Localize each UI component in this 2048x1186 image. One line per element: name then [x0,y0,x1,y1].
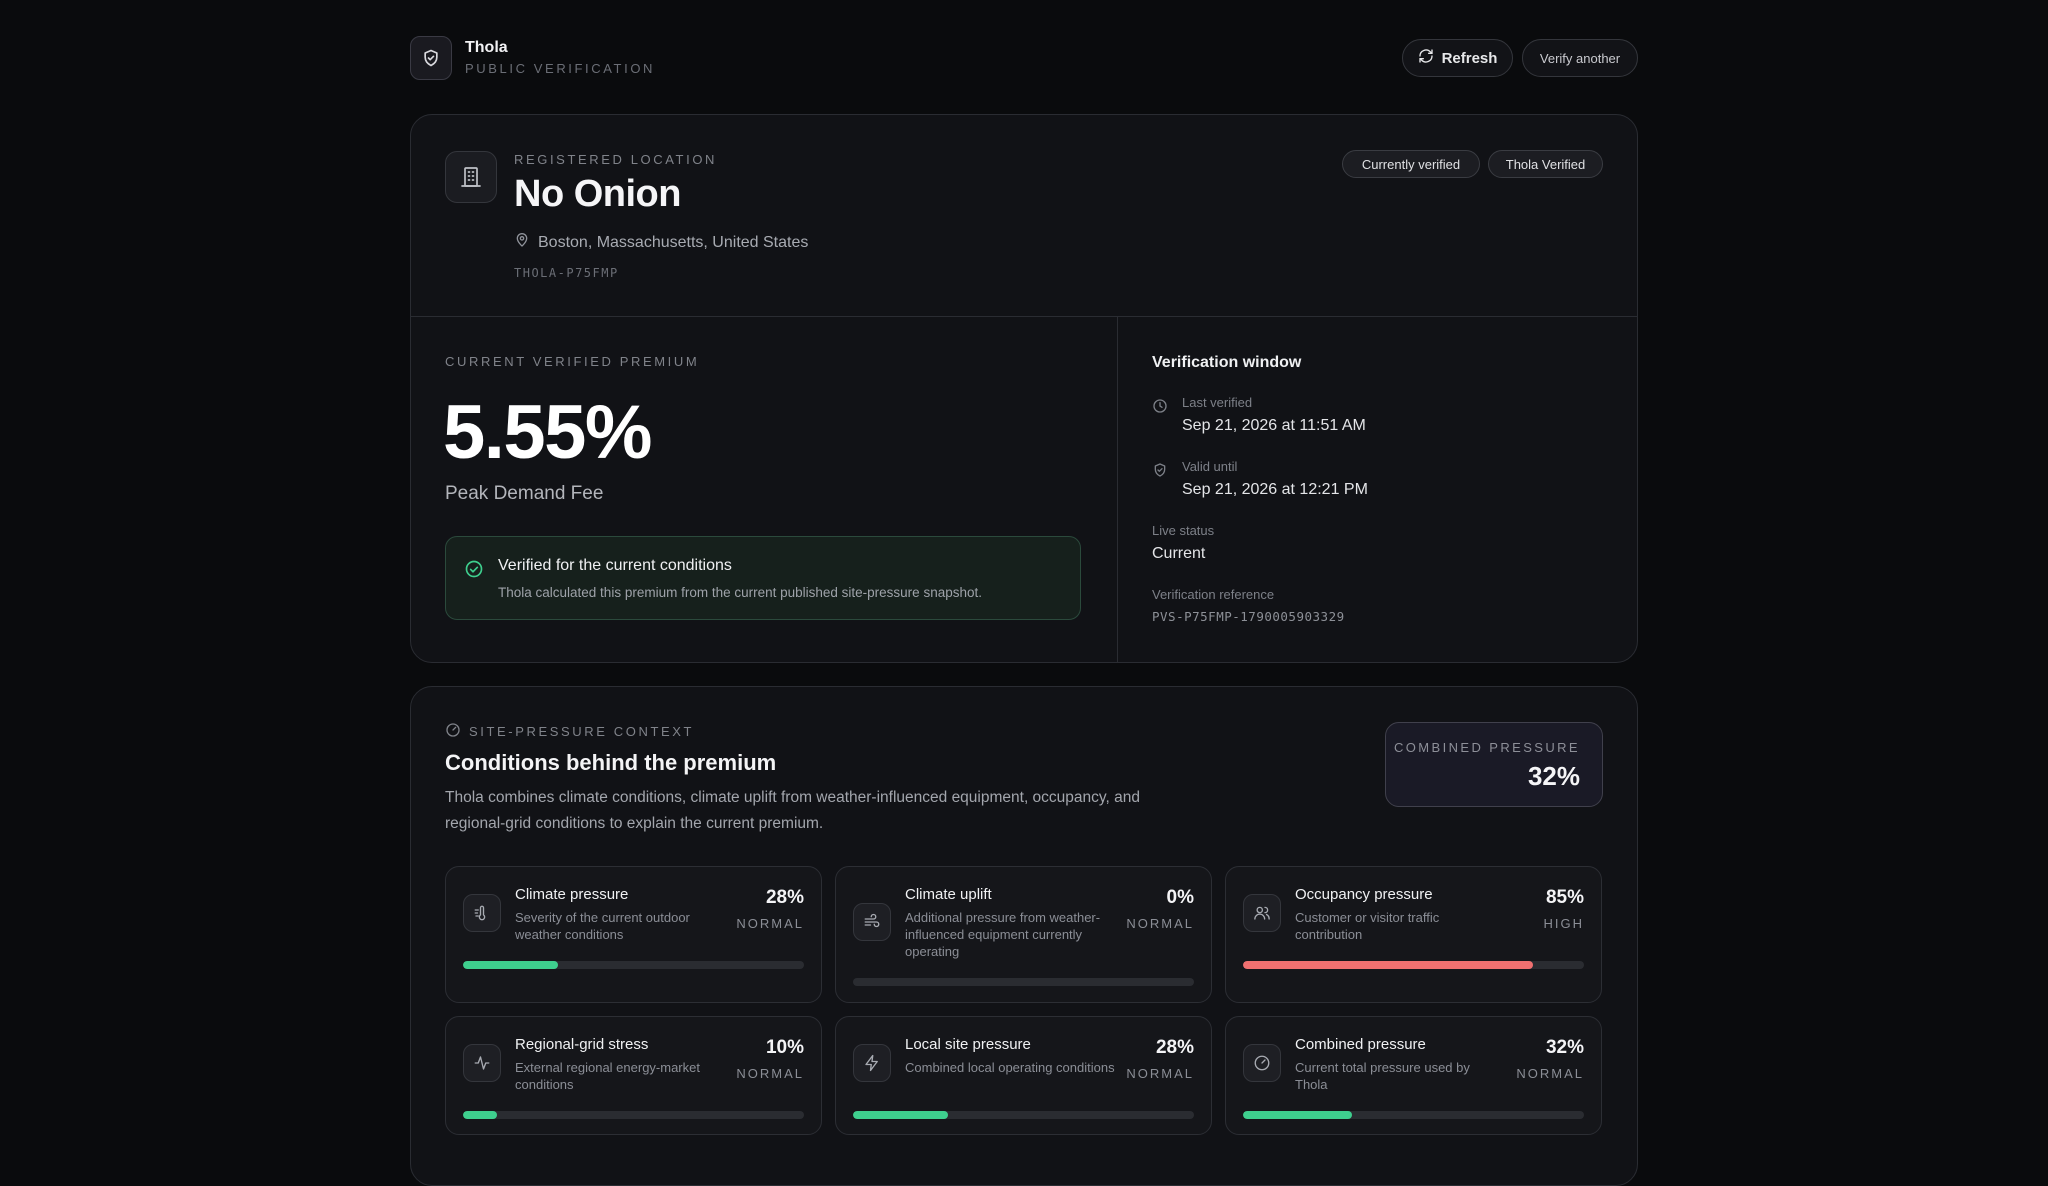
activity-icon [463,1044,501,1082]
last-verified-label: Last verified [1182,395,1253,410]
context-eyebrow: SITE-PRESSURE CONTEXT [445,722,694,741]
live-status-value: Current [1152,545,1206,562]
verify-another-button[interactable]: Verify another [1522,39,1638,77]
metric-status: NORMAL [736,916,804,931]
metric-progress-track [463,1111,804,1119]
notice-text: Thola calculated this premium from the c… [498,585,982,600]
reference-row: Verification reference PVS-P75FMP-179000… [1152,587,1345,624]
valid-until-row: Valid until Sep 21, 2026 at 12:21 PM [1152,459,1368,499]
refresh-icon [1418,48,1434,68]
top-bar: Thola PUBLIC VERIFICATION Refresh Verify… [410,36,1638,80]
metric-progress-track [463,961,804,969]
metric-value: 0% [1166,887,1194,908]
metric-value: 28% [765,887,804,908]
shield-logo-icon [410,36,452,80]
location-id: THOLA-P75FMP [514,266,619,280]
metric-progress-fill [463,961,559,969]
metric-card-regional-grid-stress: Regional-grid stress External regional e… [445,1016,822,1135]
combined-pressure-value: 32% [1527,761,1580,791]
metric-progress-fill [1243,1111,1353,1119]
brand-name: Thola [465,39,508,56]
reference-value: PVS-P75FMP-1790005903329 [1152,609,1345,624]
currently-verified-badge: Currently verified [1342,150,1480,178]
combined-pressure-label: COMBINED PRESSURE [1394,740,1580,755]
verified-notice: Verified for the current conditions Thol… [445,536,1081,620]
notice-title: Verified for the current conditions [498,557,732,574]
metric-name: Regional-grid stress [515,1036,649,1053]
metric-description: Current total pressure used by Thola [1295,1060,1470,1092]
metric-progress-track [853,1111,1194,1119]
metric-description: Customer or visitor traffic contribution [1295,910,1440,942]
metric-progress-fill [463,1111,498,1119]
premium-value: 5.55% [443,390,653,475]
location-eyebrow: REGISTERED LOCATION [514,152,718,167]
metric-name: Climate uplift [905,886,992,903]
valid-until-label: Valid until [1182,459,1238,474]
metric-card-local-site-pressure: Local site pressure Combined local opera… [835,1016,1212,1135]
metric-name: Combined pressure [1295,1036,1426,1053]
premium-label: Peak Demand Fee [445,483,604,504]
shield-check-icon [1152,462,1168,483]
metric-progress-fill [1243,961,1533,969]
metric-value: 85% [1545,887,1584,908]
metric-card-occupancy-pressure: Occupancy pressure Customer or visitor t… [1225,866,1602,1003]
gauge-icon [1243,1044,1281,1082]
metric-card-climate-pressure: Climate pressure Severity of the current… [445,866,822,1003]
verification-window-panel: Verification window Last verified Sep 21… [1118,317,1637,662]
metric-value: 28% [1155,1037,1194,1058]
metric-value: 32% [1545,1037,1584,1058]
metric-description: External regional energy-market conditio… [515,1060,700,1092]
metric-status: NORMAL [736,1066,804,1081]
combined-pressure-box: COMBINED PRESSURE 32% [1385,722,1603,807]
metric-name: Climate pressure [515,886,629,903]
metric-description: Combined local operating conditions [905,1060,1115,1075]
metric-status: NORMAL [1516,1066,1584,1081]
verification-window-title: Verification window [1152,354,1302,371]
premium-panel: CURRENT VERIFIED PREMIUM 5.55% Peak Dema… [411,317,1118,662]
brand-subtitle: PUBLIC VERIFICATION [465,61,656,76]
reference-label: Verification reference [1152,587,1275,602]
metric-value: 10% [765,1037,804,1058]
metric-progress-track [1243,961,1584,969]
metric-name: Local site pressure [905,1036,1031,1053]
context-eyebrow-text: SITE-PRESSURE CONTEXT [469,724,695,739]
refresh-label: Refresh [1441,49,1498,67]
metric-status: HIGH [1543,916,1584,931]
verification-card: REGISTERED LOCATION No Onion Boston, Mas… [410,114,1638,663]
metric-status: NORMAL [1126,916,1194,931]
live-status-label: Live status [1152,523,1215,538]
gauge-small-icon [445,722,461,741]
metric-name: Occupancy pressure [1295,886,1433,903]
metric-description: Severity of the current outdoor weather … [515,910,690,942]
check-circle-icon [464,559,484,584]
metric-status: NORMAL [1126,1066,1194,1081]
metric-card-climate-uplift: Climate uplift Additional pressure from … [835,866,1212,1003]
thola-verified-badge: Thola Verified [1488,150,1603,178]
live-status-row: Live status Current [1152,523,1214,563]
premium-eyebrow: CURRENT VERIFIED PREMIUM [445,354,700,369]
last-verified-row: Last verified Sep 21, 2026 at 11:51 AM [1152,395,1366,435]
bolt-icon [853,1044,891,1082]
site-pressure-card: SITE-PRESSURE CONTEXT Conditions behind … [410,686,1638,1186]
thermometer-wind-icon [463,894,501,932]
map-pin-icon [514,232,530,253]
metric-card-combined-pressure: Combined pressure Current total pressure… [1225,1016,1602,1135]
wind-icon [853,903,891,941]
refresh-button[interactable]: Refresh [1402,39,1513,77]
building-icon [445,151,497,203]
metric-progress-track [1243,1111,1584,1119]
location-name: No Onion [514,173,681,215]
location-header: REGISTERED LOCATION No Onion Boston, Mas… [411,115,1637,317]
clock-icon [1152,398,1168,419]
context-description: Thola combines climate conditions, clima… [445,789,1140,832]
metric-progress-fill [853,1111,949,1119]
valid-until-value: Sep 21, 2026 at 12:21 PM [1182,481,1368,498]
context-title: Conditions behind the premium [445,750,777,775]
metric-progress-track [853,978,1194,986]
location-place: Boston, Massachusetts, United States [514,232,808,253]
users-icon [1243,894,1281,932]
location-place-text: Boston, Massachusetts, United States [538,233,809,251]
last-verified-value: Sep 21, 2026 at 11:51 AM [1182,417,1366,434]
metric-description: Additional pressure from weather-influen… [905,910,1101,959]
